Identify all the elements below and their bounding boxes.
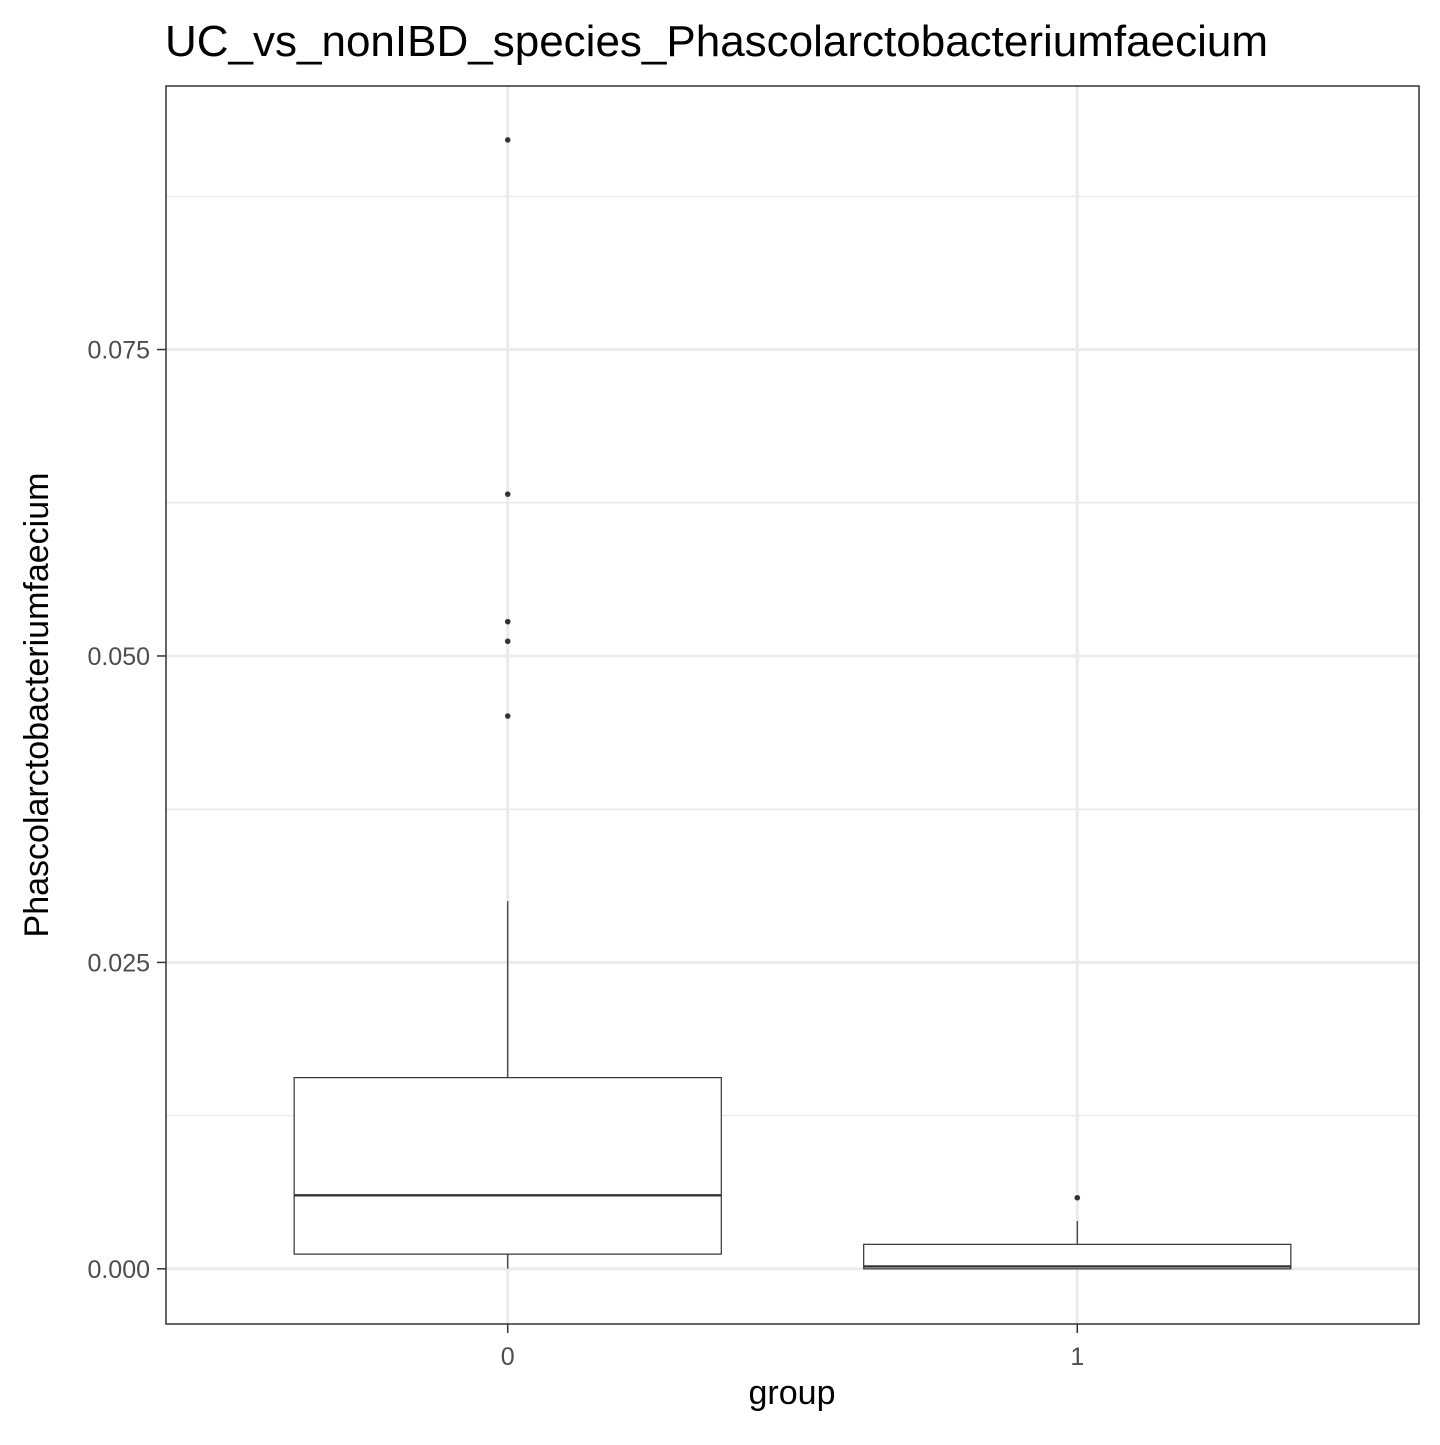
outlier-point [504, 618, 511, 625]
chart-title: UC_vs_nonIBD_species_Phascolarctobacteri… [165, 17, 1268, 66]
axis-layer: 0.000 0.025 0.050 0.075 0 1 [87, 337, 1084, 1371]
y-axis-title: Phascolarctobacteriumfaecium [18, 473, 56, 938]
outlier-point [504, 713, 511, 719]
x-axis-title: group [749, 1374, 836, 1412]
outlier-point [504, 491, 511, 497]
x-tick-label: 0 [501, 1343, 515, 1371]
outlier-point [504, 137, 511, 143]
y-tick-label: 0.000 [87, 1256, 150, 1284]
box-group-0 [293, 137, 722, 1269]
x-tick-label: 1 [1070, 1343, 1084, 1371]
outlier-point [504, 638, 511, 645]
box-layer [293, 137, 1292, 1270]
box-group-1 [863, 1194, 1292, 1270]
plot-panel-border [165, 85, 1420, 1325]
y-tick-label: 0.050 [87, 643, 150, 671]
box-iqr [293, 1077, 722, 1255]
y-tick-label: 0.025 [87, 949, 150, 977]
y-tick-label: 0.075 [87, 337, 150, 365]
grid-layer [166, 86, 1419, 1324]
box-iqr [863, 1243, 1292, 1270]
outlier-point [1074, 1194, 1081, 1201]
